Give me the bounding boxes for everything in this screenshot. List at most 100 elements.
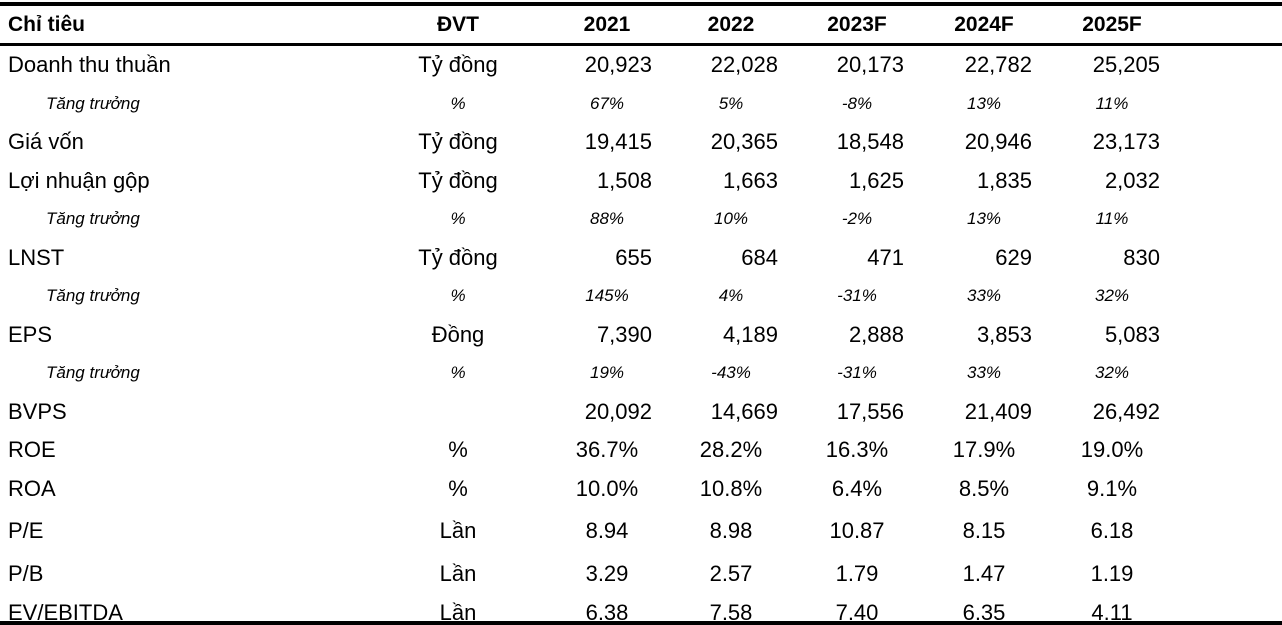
- row-label: Tăng trưởng: [46, 363, 140, 383]
- value-2025f: 19.0%: [1080, 437, 1144, 463]
- table-row: Tăng trưởng% 67% 5% -8% 13% 11%: [0, 85, 1282, 124]
- row-spacer: [1176, 85, 1282, 124]
- value-2023f: -8%: [841, 93, 873, 113]
- row-label: P/B: [8, 561, 44, 586]
- value-2021: 145%: [585, 286, 629, 306]
- value-2023f: 20,173: [836, 52, 904, 78]
- value-2021: 7,390: [596, 321, 652, 347]
- row-unit: %: [450, 93, 466, 113]
- value-2023f: 18,548: [836, 129, 904, 155]
- value-2022: 8.98: [709, 518, 753, 543]
- value-2022: 4,189: [722, 321, 778, 347]
- table-row: Tăng trưởng% 19% -43% -31% 33% 32%: [0, 354, 1282, 393]
- value-2025f: 25,205: [1092, 52, 1160, 78]
- value-2022: 20,365: [710, 129, 778, 155]
- value-2025f: 830: [1123, 244, 1160, 270]
- row-label: Tăng trưởng: [46, 93, 140, 113]
- table-row: ROA% 10.0% 10.8% 6.4% 8.5% 9.1%: [0, 470, 1282, 509]
- row-unit: %: [450, 209, 466, 229]
- value-2021: 6.38: [585, 600, 629, 625]
- value-2025f: 4.11: [1091, 600, 1133, 625]
- row-unit: %: [450, 363, 466, 383]
- row-label: Tăng trưởng: [46, 286, 140, 306]
- row-unit: Lần: [439, 518, 477, 543]
- row-label: Tăng trưởng: [46, 209, 140, 229]
- row-unit: Đồng: [431, 321, 485, 347]
- value-2025f: 1.19: [1090, 561, 1134, 586]
- value-2021: 20,092: [584, 398, 652, 424]
- value-2025f: 32%: [1094, 363, 1130, 383]
- row-label: Lợi nhuận gộp: [8, 167, 150, 193]
- row-label: EV/EBITDA: [8, 600, 123, 625]
- value-2023f: -2%: [841, 209, 873, 229]
- row-unit: %: [448, 437, 468, 463]
- value-2022: 10%: [713, 209, 749, 229]
- header-2023f: 2023F: [794, 4, 920, 46]
- row-label: Giá vốn: [8, 129, 84, 155]
- row-unit: Tỷ đồng: [418, 244, 498, 270]
- value-2025f: 6.18: [1090, 518, 1134, 543]
- row-unit: Lần: [439, 600, 477, 625]
- value-2023f: 10.87: [829, 518, 885, 543]
- table-row: Tăng trưởng% 88% 10% -2% 13% 11%: [0, 200, 1282, 239]
- value-2022: 2.57: [709, 561, 753, 586]
- row-spacer: [1176, 45, 1282, 85]
- value-2021: 3.29: [585, 561, 629, 586]
- value-2023f: 7.40: [835, 600, 879, 625]
- value-2024f: 6.35: [962, 600, 1006, 625]
- table-row: Doanh thu thuần Tỷ đồng 20,923 22,028 20,173…: [0, 45, 1282, 85]
- header-2021: 2021: [546, 4, 668, 46]
- row-unit: %: [450, 286, 466, 306]
- value-2024f: 1.47: [962, 561, 1006, 586]
- value-2022: -43%: [711, 363, 751, 383]
- row-label: ROE: [8, 437, 56, 463]
- value-2021: 88%: [589, 209, 625, 229]
- table-row: Tăng trưởng% 145% 4% -31% 33% 32%: [0, 277, 1282, 316]
- table-row: P/E Lần 8.94 8.98 10.87 8.15 6.18: [0, 508, 1282, 554]
- table-row: P/B Lần 3.29 2.57 1.79 1.47 1.19: [0, 554, 1282, 594]
- table-row: LNST Tỷ đồng 655 684 471 629 830: [0, 239, 1282, 278]
- value-2025f: 9.1%: [1086, 475, 1138, 501]
- row-spacer: [1176, 162, 1282, 201]
- value-2022: 684: [741, 244, 778, 270]
- table-row: Giá vốn Tỷ đồng 19,415 20,365 18,548 20,946 23…: [0, 123, 1282, 162]
- header-2024f: 2024F: [920, 4, 1048, 46]
- value-2024f: 3,853: [976, 321, 1032, 347]
- row-spacer: [1176, 239, 1282, 278]
- value-2022: 10.8%: [699, 475, 763, 501]
- table-row: EV/EBITDA Lần 6.38 7.58 7.40 6.35 4.11: [0, 594, 1282, 625]
- value-2025f: 11%: [1095, 93, 1129, 113]
- value-2024f: 21,409: [964, 398, 1032, 424]
- row-spacer: [1176, 316, 1282, 355]
- row-spacer: [1176, 470, 1282, 509]
- value-2025f: 32%: [1094, 286, 1130, 306]
- row-unit: Lần: [439, 561, 477, 586]
- row-spacer: [1176, 393, 1282, 432]
- value-2023f: -31%: [837, 363, 877, 383]
- table-header-row: Chỉ tiêu ĐVT 2021 2022 2023F 2024F 2025F: [0, 4, 1282, 46]
- value-2022: 28.2%: [699, 437, 763, 463]
- value-2025f: 5,083: [1104, 321, 1160, 347]
- header-dvt: ĐVT: [370, 4, 546, 46]
- row-unit: %: [448, 475, 468, 501]
- value-2025f: 2,032: [1104, 167, 1160, 193]
- table-row: EPS Đồng 7,390 4,189 2,888 3,853 5,083: [0, 316, 1282, 355]
- value-2024f: 13%: [966, 93, 1002, 113]
- value-2024f: 33%: [966, 363, 1002, 383]
- value-2021: 67%: [589, 93, 625, 113]
- row-label: BVPS: [8, 398, 67, 424]
- value-2024f: 8.15: [962, 518, 1006, 543]
- value-2023f: 1.79: [835, 561, 879, 586]
- value-2023f: 17,556: [836, 398, 904, 424]
- value-2021: 20,923: [584, 52, 652, 78]
- value-2024f: 8.5%: [958, 475, 1010, 501]
- value-2022: 1,663: [722, 167, 778, 193]
- value-2022: 4%: [718, 286, 744, 306]
- row-label: LNST: [8, 244, 65, 270]
- row-unit: [370, 393, 546, 432]
- value-2024f: 33%: [966, 286, 1002, 306]
- row-unit: Tỷ đồng: [418, 52, 498, 78]
- table-row: BVPS 20,092 14,669 17,556 21,409 26,492: [0, 393, 1282, 432]
- value-2023f: 1,625: [848, 167, 904, 193]
